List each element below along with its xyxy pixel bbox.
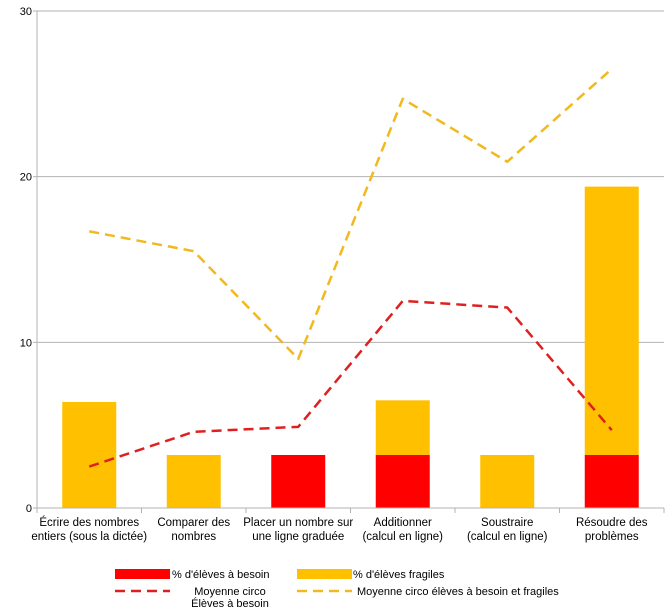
bar [375, 454, 430, 508]
bar [375, 400, 430, 455]
category-label: Placer un nombre sur une ligne graduée [243, 517, 353, 543]
bar [584, 454, 639, 508]
legend-label-moyenne-besoin: Moyenne circo Élèves à besoin [191, 586, 269, 610]
bar [271, 454, 326, 508]
legend-swatch-fragiles [297, 569, 352, 579]
y-tick-labels: 0 10 20 30 [20, 6, 32, 515]
series-line [88, 299, 613, 468]
y-tick-label: 10 [20, 337, 32, 349]
y-tick-label: 30 [20, 6, 32, 18]
legend-label-moyenne-besoin-fragiles: Moyenne circo élèves à besoin et fragile… [357, 586, 559, 598]
series-lines [88, 68, 613, 468]
bars [62, 186, 639, 508]
category-label: Soustraire (calcul en ligne) [467, 517, 548, 543]
legend-label-fragiles: % d'élèves fragiles [353, 569, 445, 581]
gridlines [33, 10, 665, 513]
series-line [89, 68, 613, 361]
legend-swatch-besoin [115, 569, 170, 579]
category-label: Additionner (calcul en ligne) [362, 517, 443, 543]
legend-label-besoin: % d'élèves à besoin [172, 569, 270, 581]
bar [62, 401, 117, 508]
category-labels: Écrire des nombres entiers (sous la dicté… [31, 516, 647, 543]
y-tick-label: 0 [26, 503, 32, 515]
category-label: Comparer des nombres [157, 517, 230, 543]
bar [584, 186, 639, 455]
bar [480, 454, 535, 508]
category-label: Écrire des nombres entiers (sous la dicté… [31, 516, 147, 543]
bar [166, 454, 221, 508]
axes [36, 11, 664, 509]
y-tick-label: 20 [20, 172, 32, 184]
legend: % d'élèves à besoin % d'élèves fragiles Mo… [115, 569, 559, 610]
category-label: Résoudre des problèmes [576, 517, 648, 543]
